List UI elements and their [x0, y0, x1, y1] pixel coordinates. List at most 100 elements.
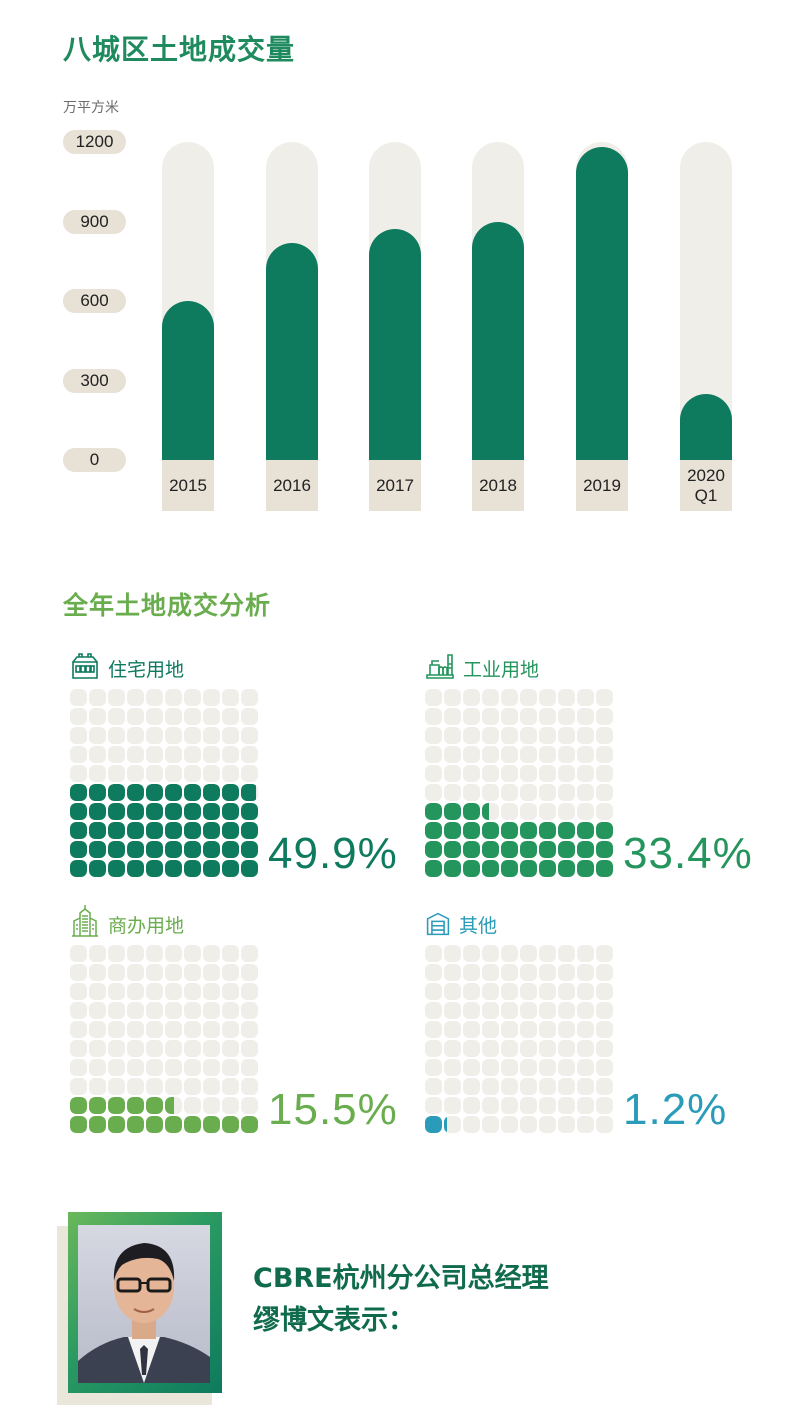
waffle-cell — [184, 784, 201, 801]
waffle-cell — [241, 1116, 258, 1133]
waffle-cell — [482, 784, 499, 801]
waffle-cell — [463, 765, 480, 782]
waffle-cell — [89, 1097, 106, 1114]
waffle-cell — [482, 1021, 499, 1038]
waffle-cell — [463, 860, 480, 877]
y-axis-unit: 万平方米 — [63, 100, 119, 116]
waffle-cell — [539, 765, 556, 782]
waffle-cell — [146, 964, 163, 981]
waffle-cell — [577, 822, 594, 839]
waffle-cell — [501, 1116, 518, 1133]
waffle-cell — [165, 841, 182, 858]
waffle-cell — [520, 784, 537, 801]
waffle-cell — [444, 689, 461, 706]
waffle-cell — [241, 983, 258, 1000]
waffle-cell — [558, 765, 575, 782]
warehouse-icon — [426, 912, 450, 936]
bar-track — [680, 142, 732, 460]
factory-icon — [426, 654, 454, 679]
waffle-cell — [127, 784, 144, 801]
waffle-cell — [425, 860, 442, 877]
waffle-cell — [463, 1097, 480, 1114]
waffle-cell — [539, 964, 556, 981]
waffle-cell — [241, 860, 258, 877]
waffle-cell — [70, 1097, 87, 1114]
waffle-cell — [577, 964, 594, 981]
waffle-cell — [539, 841, 556, 858]
waffle-cell — [425, 708, 442, 725]
waffle-cell — [89, 964, 106, 981]
waffle-cell — [165, 1116, 182, 1133]
x-axis-label: 2015 — [162, 460, 214, 511]
waffle-cell — [127, 945, 144, 962]
waffle-cell — [241, 841, 258, 858]
waffle-cell — [558, 1116, 575, 1133]
waffle-cell — [596, 784, 613, 801]
waffle-cell — [463, 1116, 480, 1133]
residential-building-icon — [72, 653, 98, 679]
waffle-cell — [482, 841, 499, 858]
waffle-cell — [539, 860, 556, 877]
waffle-cell — [108, 1097, 125, 1114]
waffle-cell — [127, 841, 144, 858]
waffle-cell — [463, 803, 480, 820]
waffle-cell — [539, 746, 556, 763]
waffle-cell — [165, 964, 182, 981]
waffle-cell — [444, 1040, 461, 1057]
waffle-cell — [241, 1040, 258, 1057]
waffle-cell — [222, 1002, 239, 1019]
waffle-cell — [425, 983, 442, 1000]
waffle-cell — [539, 784, 556, 801]
waffle-cell — [70, 708, 87, 725]
waffle-cell — [520, 727, 537, 744]
waffle-cell — [482, 1116, 499, 1133]
waffle-cell — [127, 727, 144, 744]
waffle-cell — [127, 708, 144, 725]
waffle-cell — [596, 822, 613, 839]
waffle-cell — [70, 1078, 87, 1095]
waffle-cell — [577, 784, 594, 801]
waffle-cell — [184, 1078, 201, 1095]
waffle-cell — [241, 1021, 258, 1038]
waffle-cell — [146, 1021, 163, 1038]
x-axis-label: 2016 — [266, 460, 318, 511]
waffle-cell — [482, 1097, 499, 1114]
waffle-cell — [501, 803, 518, 820]
waffle-cell — [89, 1002, 106, 1019]
waffle-cell — [501, 1002, 518, 1019]
waffle-cell — [558, 1078, 575, 1095]
waffle-cell — [70, 1040, 87, 1057]
waffle-cell — [108, 945, 125, 962]
waffle-cell — [482, 1078, 499, 1095]
waffle-cell — [596, 746, 613, 763]
waffle-cell — [425, 1116, 442, 1133]
waffle-cell — [577, 1097, 594, 1114]
waffle-cell — [165, 983, 182, 1000]
office-tower-icon — [72, 905, 98, 937]
waffle-cell — [596, 860, 613, 877]
waffle-cell — [596, 727, 613, 744]
waffle-cell — [577, 1002, 594, 1019]
waffle-cell — [241, 822, 258, 839]
waffle-cell — [241, 689, 258, 706]
bar-track — [266, 142, 318, 460]
waffle-cell — [70, 784, 87, 801]
x-axis-label: 2017 — [369, 460, 421, 511]
y-axis-tick: 0 — [63, 448, 126, 472]
waffle-cell — [184, 1002, 201, 1019]
waffle-cell — [425, 765, 442, 782]
waffle-cell — [146, 841, 163, 858]
waffle-cell — [596, 803, 613, 820]
waffle-cell — [203, 1097, 220, 1114]
bar-track — [576, 142, 628, 460]
waffle-cell — [577, 689, 594, 706]
waffle-cell — [108, 746, 125, 763]
waffle-cell — [501, 1078, 518, 1095]
waffle-cell — [520, 1078, 537, 1095]
waffle-cell — [184, 945, 201, 962]
analysis-title: 全年土地成交分析 — [63, 591, 272, 620]
waffle-cell — [444, 803, 461, 820]
waffle-cell — [165, 765, 182, 782]
waffle-cell — [108, 708, 125, 725]
waffle-cell — [596, 1116, 613, 1133]
